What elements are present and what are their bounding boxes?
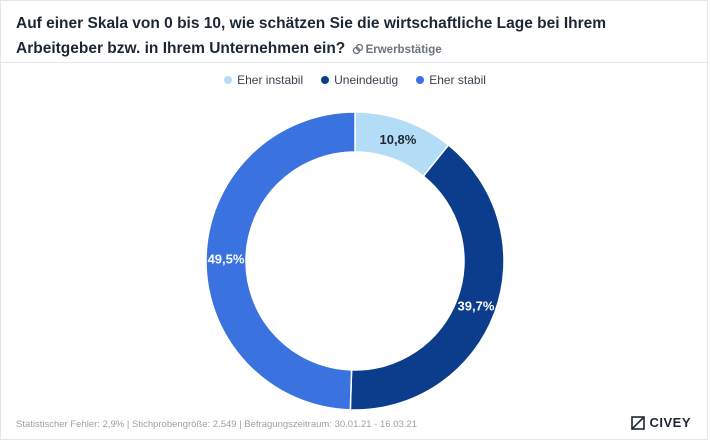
legend-item[interactable]: Eher instabil (224, 73, 303, 87)
legend-swatch (416, 76, 425, 84)
legend-swatch (224, 76, 233, 84)
legend: Eher instabil Uneindeutig Eher stabil (1, 73, 709, 87)
donut-slice[interactable] (349, 143, 505, 411)
legend-label: Eher stabil (429, 73, 486, 87)
target-group[interactable]: Erwerbstätige (352, 43, 442, 56)
link-icon (352, 43, 363, 55)
brand[interactable]: CIVEY (631, 415, 691, 430)
legend-swatch (321, 76, 330, 84)
donut-chart: 10,8% 39,7% 49,5% (205, 111, 505, 411)
target-group-label: Erwerbstätige (365, 44, 442, 56)
divider (1, 62, 709, 63)
legend-label: Eher instabil (237, 73, 304, 87)
data-label: 10,8% (379, 132, 416, 147)
legend-item[interactable]: Uneindeutig (321, 73, 398, 87)
data-label: 49,5% (208, 251, 245, 266)
data-label: 39,7% (458, 298, 495, 313)
question-text: Auf einer Skala von 0 bis 10, wie schätz… (16, 15, 607, 57)
footer-meta: Statistischer Fehler: 2,9% | Stichproben… (16, 419, 417, 430)
civey-logo-icon (631, 415, 646, 430)
brand-name: CIVEY (649, 415, 691, 430)
chart-title: Auf einer Skala von 0 bis 10, wie schätz… (16, 11, 696, 63)
legend-label: Uneindeutig (334, 73, 399, 87)
donut-slice[interactable] (205, 111, 356, 411)
legend-item[interactable]: Eher stabil (416, 73, 486, 87)
